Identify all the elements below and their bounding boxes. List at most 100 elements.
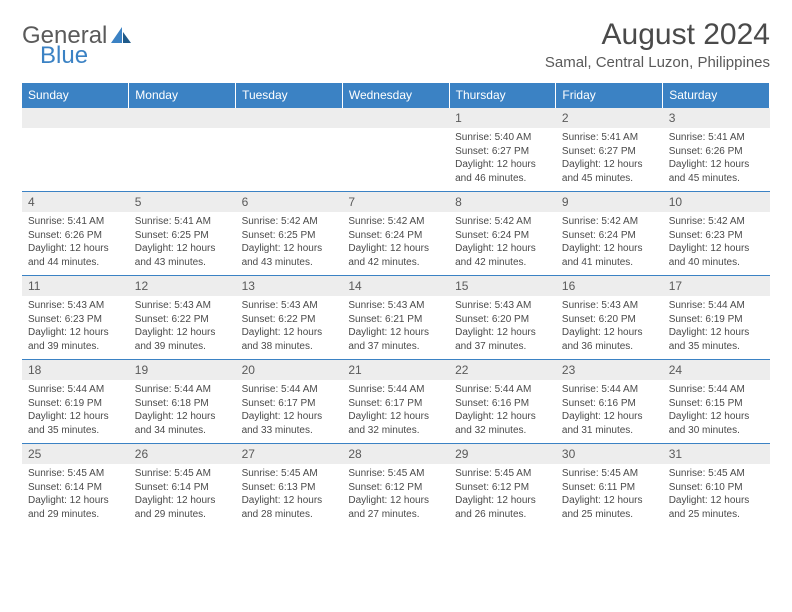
day-header-sunday: Sunday bbox=[22, 83, 129, 108]
day-number: 1 bbox=[449, 108, 556, 128]
day-number: 13 bbox=[236, 276, 343, 296]
day-number: 19 bbox=[129, 360, 236, 380]
day-cell: 27Sunrise: 5:45 AMSunset: 6:13 PMDayligh… bbox=[236, 444, 343, 528]
day-number: 5 bbox=[129, 192, 236, 212]
day-header-saturday: Saturday bbox=[663, 83, 770, 108]
day-content: Sunrise: 5:44 AMSunset: 6:19 PMDaylight:… bbox=[663, 296, 770, 359]
day-cell bbox=[342, 108, 449, 192]
day-number: 26 bbox=[129, 444, 236, 464]
header: GeneralBlue August 2024 Samal, Central L… bbox=[22, 18, 770, 71]
day-number: 16 bbox=[556, 276, 663, 296]
day-header-wednesday: Wednesday bbox=[342, 83, 449, 108]
day-content: Sunrise: 5:45 AMSunset: 6:14 PMDaylight:… bbox=[129, 464, 236, 527]
calendar-table: Sunday Monday Tuesday Wednesday Thursday… bbox=[22, 83, 770, 527]
day-content: Sunrise: 5:44 AMSunset: 6:15 PMDaylight:… bbox=[663, 380, 770, 443]
day-content: Sunrise: 5:44 AMSunset: 6:18 PMDaylight:… bbox=[129, 380, 236, 443]
day-cell: 25Sunrise: 5:45 AMSunset: 6:14 PMDayligh… bbox=[22, 444, 129, 528]
day-cell: 26Sunrise: 5:45 AMSunset: 6:14 PMDayligh… bbox=[129, 444, 236, 528]
day-cell: 19Sunrise: 5:44 AMSunset: 6:18 PMDayligh… bbox=[129, 360, 236, 444]
empty-day-content bbox=[22, 128, 129, 190]
day-number: 31 bbox=[663, 444, 770, 464]
day-content: Sunrise: 5:45 AMSunset: 6:13 PMDaylight:… bbox=[236, 464, 343, 527]
day-content: Sunrise: 5:41 AMSunset: 6:26 PMDaylight:… bbox=[663, 128, 770, 191]
day-content: Sunrise: 5:43 AMSunset: 6:22 PMDaylight:… bbox=[236, 296, 343, 359]
day-cell: 4Sunrise: 5:41 AMSunset: 6:26 PMDaylight… bbox=[22, 192, 129, 276]
day-number: 18 bbox=[22, 360, 129, 380]
day-content: Sunrise: 5:45 AMSunset: 6:10 PMDaylight:… bbox=[663, 464, 770, 527]
day-cell: 17Sunrise: 5:44 AMSunset: 6:19 PMDayligh… bbox=[663, 276, 770, 360]
day-content: Sunrise: 5:45 AMSunset: 6:14 PMDaylight:… bbox=[22, 464, 129, 527]
day-cell: 14Sunrise: 5:43 AMSunset: 6:21 PMDayligh… bbox=[342, 276, 449, 360]
day-number: 21 bbox=[342, 360, 449, 380]
day-content: Sunrise: 5:44 AMSunset: 6:16 PMDaylight:… bbox=[556, 380, 663, 443]
day-number: 23 bbox=[556, 360, 663, 380]
day-header-thursday: Thursday bbox=[449, 83, 556, 108]
day-cell bbox=[236, 108, 343, 192]
day-number: 20 bbox=[236, 360, 343, 380]
day-header-tuesday: Tuesday bbox=[236, 83, 343, 108]
day-cell: 10Sunrise: 5:42 AMSunset: 6:23 PMDayligh… bbox=[663, 192, 770, 276]
day-cell: 18Sunrise: 5:44 AMSunset: 6:19 PMDayligh… bbox=[22, 360, 129, 444]
day-number: 17 bbox=[663, 276, 770, 296]
day-content: Sunrise: 5:42 AMSunset: 6:24 PMDaylight:… bbox=[342, 212, 449, 275]
day-content: Sunrise: 5:41 AMSunset: 6:25 PMDaylight:… bbox=[129, 212, 236, 275]
empty-day-bar bbox=[22, 108, 129, 128]
day-content: Sunrise: 5:40 AMSunset: 6:27 PMDaylight:… bbox=[449, 128, 556, 191]
day-number: 24 bbox=[663, 360, 770, 380]
day-content: Sunrise: 5:43 AMSunset: 6:21 PMDaylight:… bbox=[342, 296, 449, 359]
day-content: Sunrise: 5:42 AMSunset: 6:24 PMDaylight:… bbox=[449, 212, 556, 275]
day-cell: 12Sunrise: 5:43 AMSunset: 6:22 PMDayligh… bbox=[129, 276, 236, 360]
day-header-row: Sunday Monday Tuesday Wednesday Thursday… bbox=[22, 83, 770, 108]
day-number: 15 bbox=[449, 276, 556, 296]
day-number: 2 bbox=[556, 108, 663, 128]
day-number: 25 bbox=[22, 444, 129, 464]
day-number: 22 bbox=[449, 360, 556, 380]
day-cell: 21Sunrise: 5:44 AMSunset: 6:17 PMDayligh… bbox=[342, 360, 449, 444]
day-cell: 24Sunrise: 5:44 AMSunset: 6:15 PMDayligh… bbox=[663, 360, 770, 444]
day-number: 6 bbox=[236, 192, 343, 212]
day-cell: 29Sunrise: 5:45 AMSunset: 6:12 PMDayligh… bbox=[449, 444, 556, 528]
day-cell: 16Sunrise: 5:43 AMSunset: 6:20 PMDayligh… bbox=[556, 276, 663, 360]
day-number: 12 bbox=[129, 276, 236, 296]
day-content: Sunrise: 5:42 AMSunset: 6:25 PMDaylight:… bbox=[236, 212, 343, 275]
day-cell: 9Sunrise: 5:42 AMSunset: 6:24 PMDaylight… bbox=[556, 192, 663, 276]
day-content: Sunrise: 5:44 AMSunset: 6:16 PMDaylight:… bbox=[449, 380, 556, 443]
day-content: Sunrise: 5:44 AMSunset: 6:17 PMDaylight:… bbox=[236, 380, 343, 443]
day-content: Sunrise: 5:42 AMSunset: 6:23 PMDaylight:… bbox=[663, 212, 770, 275]
day-content: Sunrise: 5:42 AMSunset: 6:24 PMDaylight:… bbox=[556, 212, 663, 275]
week-row: 11Sunrise: 5:43 AMSunset: 6:23 PMDayligh… bbox=[22, 276, 770, 360]
day-number: 3 bbox=[663, 108, 770, 128]
day-cell bbox=[129, 108, 236, 192]
day-number: 11 bbox=[22, 276, 129, 296]
day-header-friday: Friday bbox=[556, 83, 663, 108]
week-row: 18Sunrise: 5:44 AMSunset: 6:19 PMDayligh… bbox=[22, 360, 770, 444]
week-row: 4Sunrise: 5:41 AMSunset: 6:26 PMDaylight… bbox=[22, 192, 770, 276]
day-content: Sunrise: 5:41 AMSunset: 6:26 PMDaylight:… bbox=[22, 212, 129, 275]
day-number: 14 bbox=[342, 276, 449, 296]
day-content: Sunrise: 5:41 AMSunset: 6:27 PMDaylight:… bbox=[556, 128, 663, 191]
location: Samal, Central Luzon, Philippines bbox=[545, 54, 770, 71]
empty-day-content bbox=[236, 128, 343, 190]
day-cell: 7Sunrise: 5:42 AMSunset: 6:24 PMDaylight… bbox=[342, 192, 449, 276]
empty-day-content bbox=[129, 128, 236, 190]
logo-sail-icon bbox=[109, 26, 133, 48]
day-number: 28 bbox=[342, 444, 449, 464]
empty-day-bar bbox=[342, 108, 449, 128]
day-cell: 31Sunrise: 5:45 AMSunset: 6:10 PMDayligh… bbox=[663, 444, 770, 528]
day-cell: 2Sunrise: 5:41 AMSunset: 6:27 PMDaylight… bbox=[556, 108, 663, 192]
month-title: August 2024 bbox=[545, 18, 770, 52]
day-content: Sunrise: 5:44 AMSunset: 6:17 PMDaylight:… bbox=[342, 380, 449, 443]
day-number: 7 bbox=[342, 192, 449, 212]
day-number: 30 bbox=[556, 444, 663, 464]
day-number: 9 bbox=[556, 192, 663, 212]
title-block: August 2024 Samal, Central Luzon, Philip… bbox=[545, 18, 770, 71]
day-cell bbox=[22, 108, 129, 192]
day-cell: 20Sunrise: 5:44 AMSunset: 6:17 PMDayligh… bbox=[236, 360, 343, 444]
empty-day-content bbox=[342, 128, 449, 190]
day-content: Sunrise: 5:45 AMSunset: 6:12 PMDaylight:… bbox=[449, 464, 556, 527]
day-content: Sunrise: 5:45 AMSunset: 6:11 PMDaylight:… bbox=[556, 464, 663, 527]
day-cell: 13Sunrise: 5:43 AMSunset: 6:22 PMDayligh… bbox=[236, 276, 343, 360]
day-cell: 5Sunrise: 5:41 AMSunset: 6:25 PMDaylight… bbox=[129, 192, 236, 276]
day-content: Sunrise: 5:43 AMSunset: 6:20 PMDaylight:… bbox=[449, 296, 556, 359]
day-content: Sunrise: 5:43 AMSunset: 6:22 PMDaylight:… bbox=[129, 296, 236, 359]
